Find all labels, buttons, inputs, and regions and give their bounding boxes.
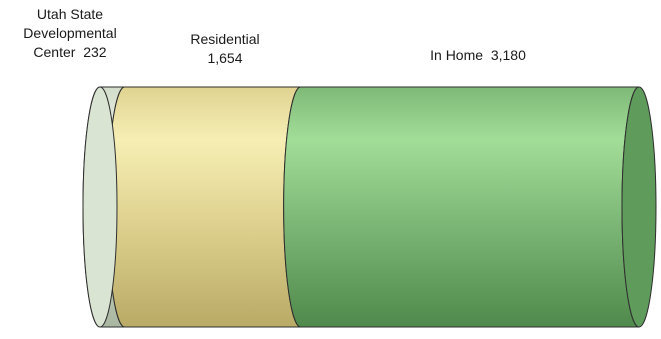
data-label-utah-state-developmental-center: Utah State Developmental Center 232 xyxy=(4,5,136,62)
data-label-in-home: In Home 3,180 xyxy=(408,46,548,65)
data-label-residential: Residential 1,654 xyxy=(166,30,284,68)
cylinder-segment-residential xyxy=(107,86,301,328)
label-line: Developmental xyxy=(23,25,117,41)
cylinder-front-face xyxy=(82,86,118,328)
cylinder-end-cap xyxy=(621,86,657,328)
label-line: Residential xyxy=(190,31,260,47)
label-line: Utah State xyxy=(36,6,104,22)
label-line: 1,654 xyxy=(207,50,243,66)
label-line: Center 232 xyxy=(33,44,107,60)
cylinder-segment-in-home xyxy=(283,86,640,328)
label-line: In Home 3,180 xyxy=(430,47,526,63)
